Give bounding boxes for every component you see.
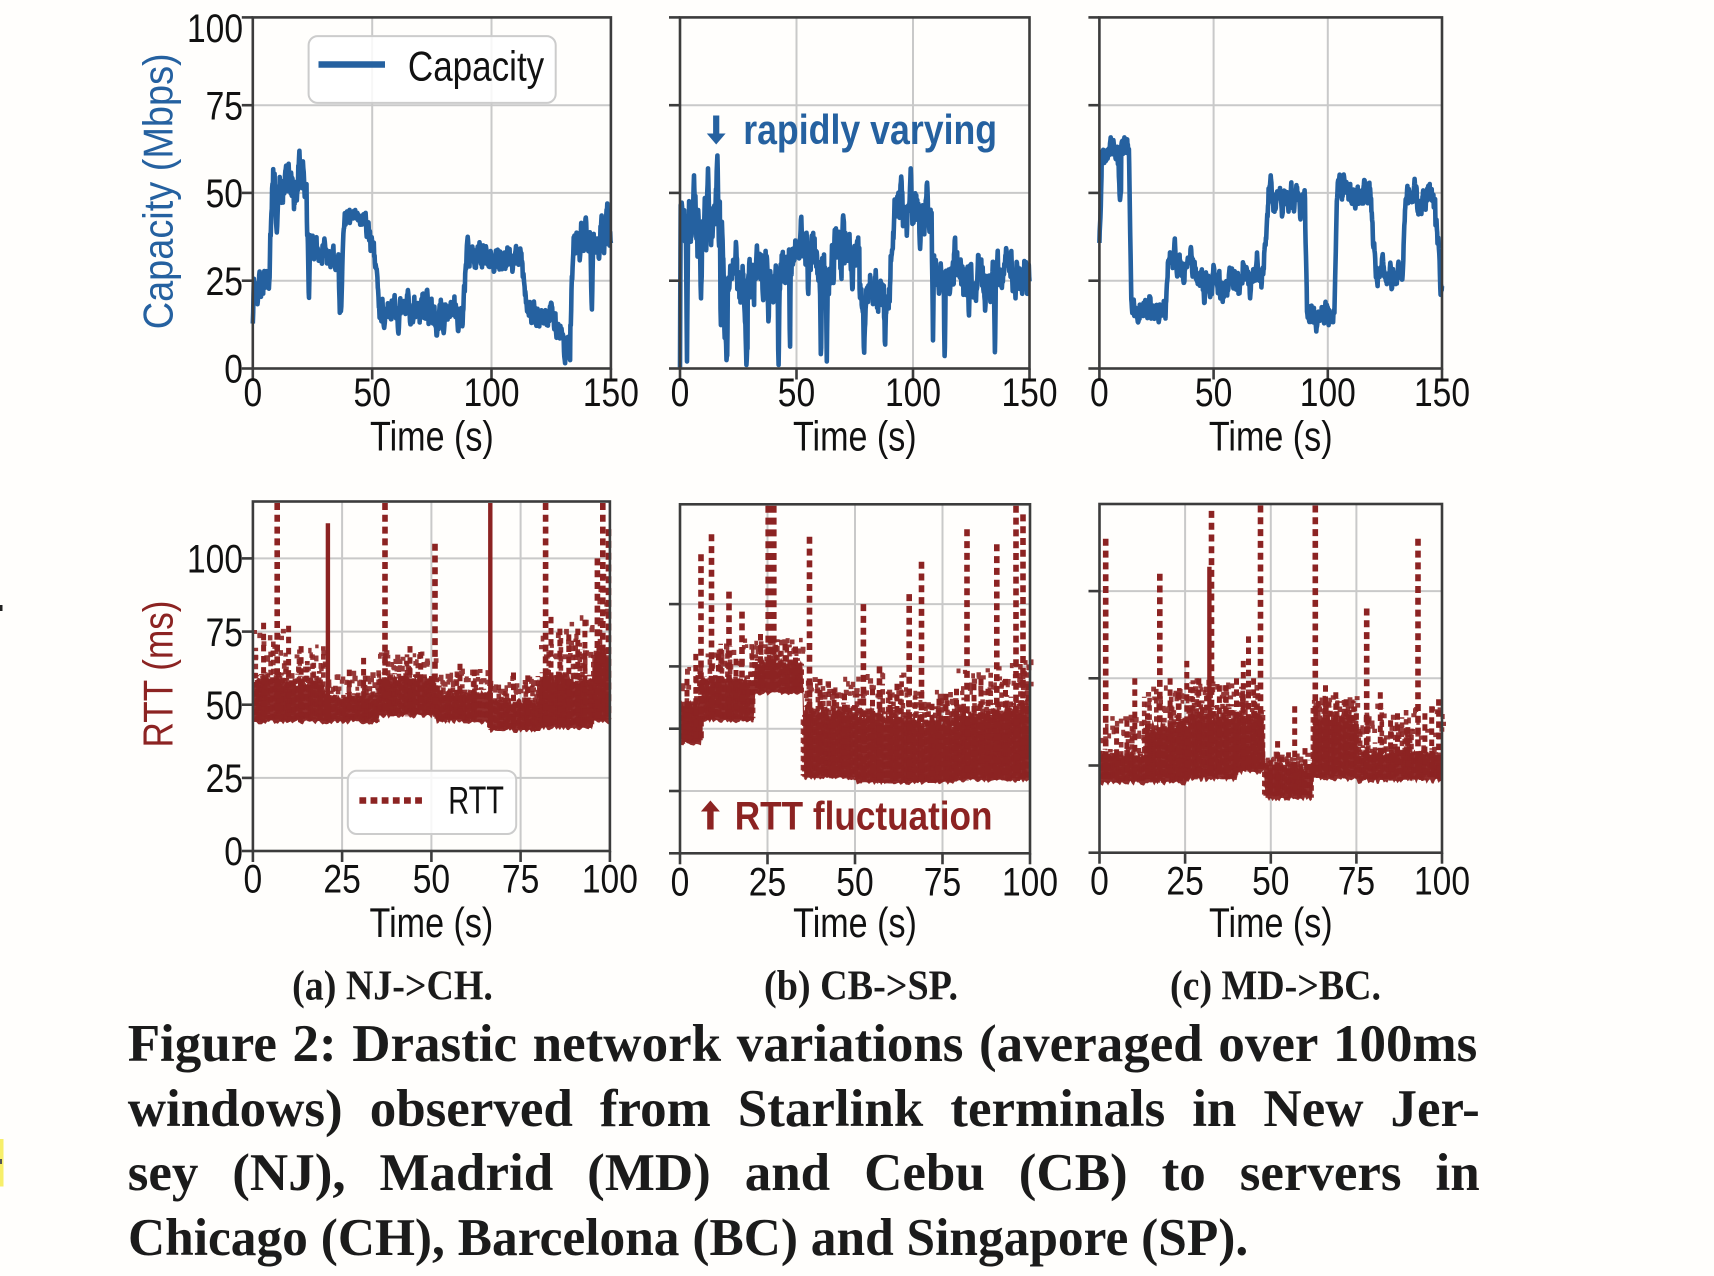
svg-text:(b) CB->SP.: (b) CB->SP. (764, 963, 958, 1009)
svg-text:25: 25 (206, 757, 243, 801)
svg-text:Time (s): Time (s) (370, 899, 494, 946)
svg-text:75: 75 (502, 858, 539, 902)
svg-text:RTT (ms): RTT (ms) (135, 601, 182, 748)
svg-text:100: 100 (1414, 859, 1470, 903)
svg-text:100: 100 (885, 371, 941, 415)
svg-text:0: 0 (243, 371, 262, 415)
svg-text:100: 100 (1002, 860, 1058, 904)
svg-text:75: 75 (206, 611, 243, 655)
svg-text:0: 0 (1090, 859, 1109, 903)
svg-text:50: 50 (778, 371, 815, 415)
svg-text:50: 50 (1195, 371, 1232, 415)
svg-text:50: 50 (206, 684, 243, 728)
svg-text:50: 50 (206, 172, 243, 216)
svg-text:RTT fluctuation: RTT fluctuation (735, 795, 993, 839)
svg-text:Time (s): Time (s) (793, 413, 917, 460)
svg-text:25: 25 (749, 860, 786, 904)
svg-text:50: 50 (1252, 859, 1289, 903)
svg-text:0: 0 (224, 348, 243, 392)
svg-text:0: 0 (224, 830, 243, 874)
svg-text:100: 100 (187, 538, 243, 582)
svg-text:25: 25 (206, 260, 243, 304)
svg-text:100: 100 (464, 371, 520, 415)
svg-text:150: 150 (1414, 371, 1470, 415)
svg-text:100: 100 (1300, 371, 1356, 415)
svg-text:100: 100 (187, 7, 243, 51)
svg-text:75: 75 (1338, 859, 1375, 903)
svg-text:0: 0 (1090, 371, 1109, 415)
svg-text:25: 25 (323, 858, 360, 902)
svg-text:150: 150 (1002, 371, 1058, 415)
svg-text:Time (s): Time (s) (1209, 413, 1333, 460)
svg-text:100: 100 (582, 858, 638, 902)
svg-text:Capacity (Mbps): Capacity (Mbps) (135, 53, 182, 329)
svg-text:150: 150 (583, 371, 639, 415)
svg-text:0: 0 (244, 858, 263, 902)
svg-text:50: 50 (836, 860, 873, 904)
svg-text:75: 75 (924, 860, 961, 904)
svg-text:25: 25 (1166, 859, 1203, 903)
svg-text:75: 75 (206, 84, 243, 128)
svg-text:Time (s): Time (s) (370, 413, 494, 460)
svg-text:(c) MD->BC.: (c) MD->BC. (1170, 963, 1381, 1009)
svg-text:0: 0 (671, 371, 690, 415)
svg-text:Time (s): Time (s) (1209, 899, 1333, 946)
svg-text:50: 50 (354, 371, 391, 415)
svg-text:RTT: RTT (448, 780, 504, 823)
svg-text:(a) NJ->CH.: (a) NJ->CH. (292, 963, 493, 1009)
svg-text:0: 0 (671, 860, 690, 904)
svg-text:Capacity: Capacity (408, 43, 544, 90)
svg-text:Time (s): Time (s) (793, 899, 917, 946)
svg-text:rapidly varying: rapidly varying (743, 106, 997, 153)
svg-text:50: 50 (413, 858, 450, 902)
